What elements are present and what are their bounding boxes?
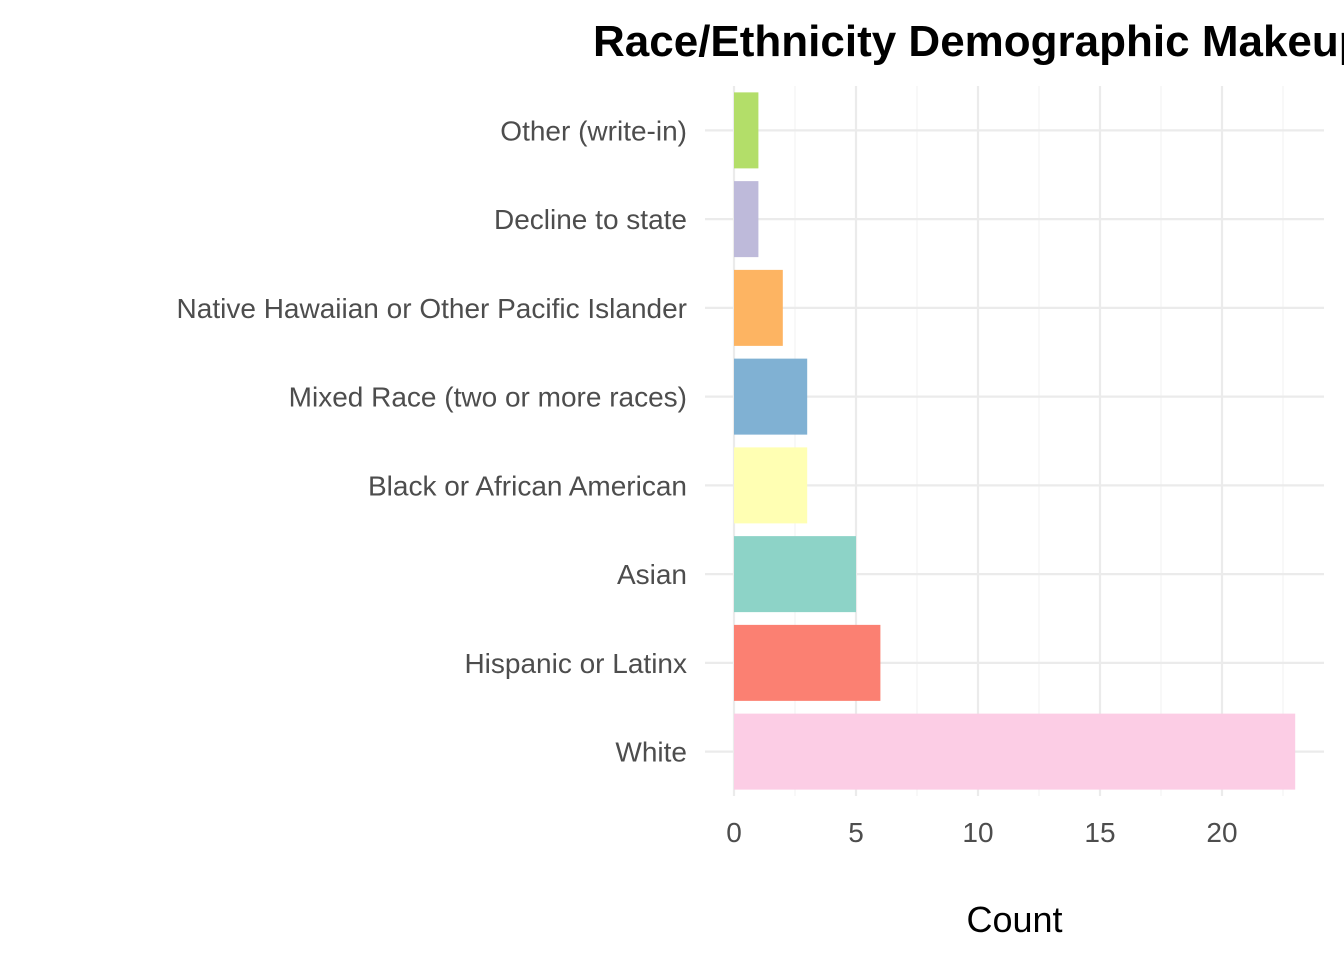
x-tick-label: 5 — [848, 817, 864, 848]
x-axis-title: Count — [966, 899, 1062, 940]
bar — [734, 713, 1296, 790]
x-tick-label: 10 — [962, 817, 993, 848]
y-tick-label: Native Hawaiian or Other Pacific Islande… — [177, 293, 687, 324]
bar — [734, 624, 881, 701]
x-tick-label: 15 — [1084, 817, 1115, 848]
y-tick-label: Other (write-in) — [500, 115, 687, 146]
bar-layer — [734, 92, 1296, 790]
y-tick-labels: White Hispanic or Latinx Asian Black or Afr… — [177, 115, 687, 767]
x-tick-labels: 0 5 10 15 20 — [726, 817, 1237, 848]
bar — [734, 181, 759, 258]
bar — [734, 536, 856, 613]
x-tick-label: 20 — [1206, 817, 1237, 848]
y-tick-label: Mixed Race (two or more races) — [289, 382, 687, 413]
y-tick-label: Decline to state — [494, 204, 687, 235]
x-tick-label: 0 — [726, 817, 742, 848]
bar — [734, 92, 759, 169]
y-tick-label: Black or African American — [368, 470, 687, 501]
chart-title: Race/Ethnicity Demographic Makeup — [593, 17, 1344, 66]
y-tick-label: White — [615, 737, 687, 768]
y-tick-label: Hispanic or Latinx — [464, 648, 687, 679]
bar — [734, 358, 808, 435]
bar — [734, 447, 808, 524]
bar — [734, 269, 783, 346]
y-tick-label: Asian — [617, 559, 687, 590]
